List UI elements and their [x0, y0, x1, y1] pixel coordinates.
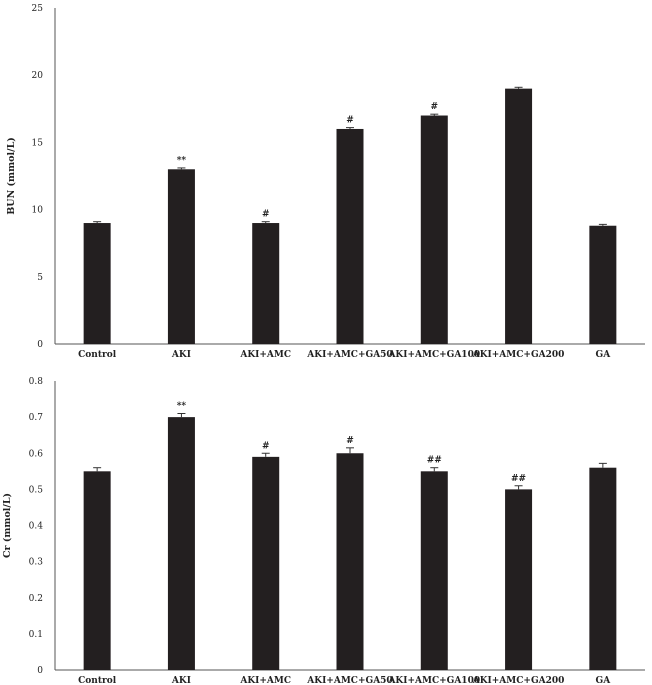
- cr-bar: [336, 453, 364, 670]
- bun-y-tick-label: 25: [32, 4, 44, 14]
- bun-category-label: GA: [596, 350, 612, 360]
- bun-y-tick-label: 0: [37, 340, 43, 350]
- bun-bar: [420, 115, 448, 345]
- cr-y-tick-label: 0.3: [29, 558, 44, 568]
- cr-category-label: Control: [78, 676, 117, 685]
- cr-y-tick-label: 0.6: [29, 449, 44, 459]
- bun-bar: [83, 223, 111, 344]
- cr-bar-chart: 0 0.1 0.2 0.3 0.4 0.5 0.6 0.7 0.8 Cr (mmol/L) Cont…: [2, 377, 645, 685]
- cr-significance-label: **: [177, 402, 187, 412]
- cr-significance-label: ##: [511, 474, 526, 484]
- cr-category-label: GA: [596, 676, 612, 685]
- cr-y-tick-label: 0.1: [29, 630, 43, 640]
- bun-bar: [252, 223, 280, 344]
- cr-y-axis-label: Cr (mmol/L): [2, 493, 13, 558]
- bun-category-label: AKI+AMC+GA50: [306, 350, 392, 360]
- cr-bar: [420, 471, 448, 670]
- bun-significance-label: #: [431, 102, 439, 112]
- bun-bar: [589, 225, 617, 344]
- cr-y-tick-label: 0.8: [29, 377, 44, 387]
- bun-bar: [167, 169, 195, 344]
- cr-y-tick-label: 0: [37, 666, 43, 676]
- cr-category-label: AKI+AMC: [239, 676, 291, 685]
- cr-significance-label: #: [262, 441, 270, 451]
- bun-significance-label: #: [262, 210, 270, 220]
- cr-bar: [83, 471, 111, 670]
- cr-category-label: AKI: [171, 676, 191, 685]
- cr-y-tick-label: 0.4: [29, 522, 44, 532]
- bun-category-label: AKI+AMC+GA200: [472, 350, 565, 360]
- bun-y-tick-label: 10: [32, 206, 44, 216]
- bun-category-label: AKI+AMC: [239, 350, 291, 360]
- bun-y-tick-label: 15: [32, 138, 44, 148]
- cr-bar: [167, 417, 195, 670]
- bun-category-label: Control: [78, 350, 117, 360]
- cr-category-label: AKI+AMC+GA50: [306, 676, 392, 685]
- cr-y-tick-label: 0.5: [29, 485, 44, 495]
- cr-significance-label: ##: [427, 456, 442, 466]
- cr-y-tick-label: 0.7: [29, 413, 44, 423]
- bun-significance-label: #: [346, 116, 354, 126]
- cr-bar: [589, 467, 617, 670]
- bun-category-label: AKI+AMC+GA100: [387, 350, 480, 360]
- bun-bar: [336, 128, 364, 344]
- cr-bar: [252, 456, 280, 670]
- bun-significance-label: **: [177, 156, 187, 166]
- cr-y-tick-label: 0.2: [29, 594, 43, 604]
- bun-y-tick-label: 5: [37, 273, 43, 283]
- bun-category-label: AKI: [171, 350, 191, 360]
- cr-category-label: AKI+AMC+GA100: [387, 676, 480, 685]
- cr-bar: [505, 489, 533, 670]
- cr-significance-label: #: [346, 436, 354, 446]
- cr-category-label: AKI+AMC+GA200: [472, 676, 565, 685]
- bun-bar-chart: 0 5 10 15 20 25 BUN (mmol/L) Control ** AKI # AKI+A…: [6, 4, 645, 360]
- bun-bar: [505, 88, 533, 344]
- bun-y-axis-label: BUN (mmol/L): [6, 137, 17, 215]
- bun-y-tick-label: 20: [32, 71, 44, 81]
